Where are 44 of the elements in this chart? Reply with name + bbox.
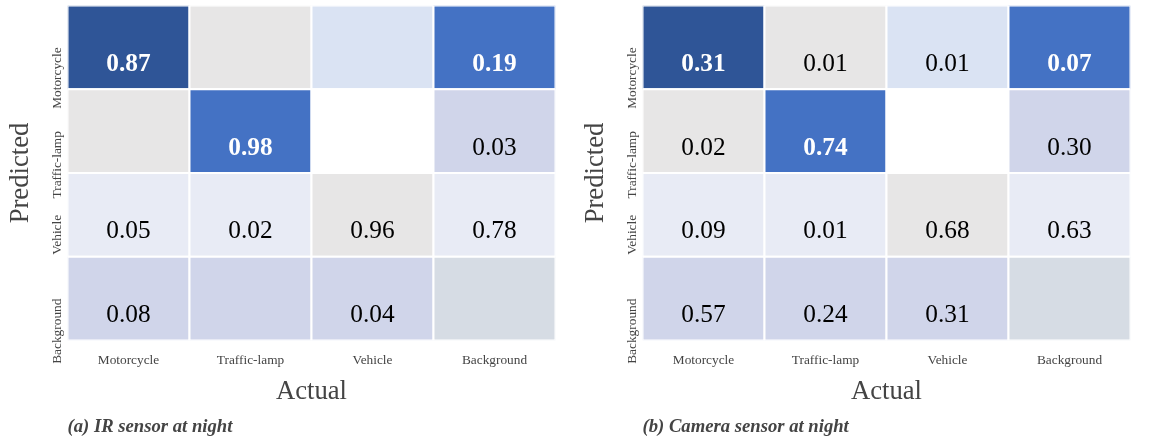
data-label: 0.05 bbox=[106, 215, 151, 244]
data-label: 0.74 bbox=[803, 131, 848, 160]
y-tick-label: Motorcycle bbox=[49, 47, 64, 109]
x-tick-label: Traffic-lamp bbox=[791, 351, 860, 367]
data-label: 0.31 bbox=[925, 299, 970, 328]
data-label: 0.03 bbox=[472, 131, 517, 160]
x-tick-label: Vehicle bbox=[352, 351, 393, 367]
x-tick-label: Background bbox=[461, 351, 528, 367]
x-tick-label: Traffic-lamp bbox=[216, 351, 285, 367]
data-label: 0.19 bbox=[472, 47, 517, 76]
data-label: 0.68 bbox=[925, 215, 970, 244]
x-tick-label: Background bbox=[1036, 351, 1103, 367]
data-label: 0.07 bbox=[1047, 47, 1092, 76]
data-label: 0.30 bbox=[1047, 131, 1092, 160]
y-tick-label: Traffic-lamp bbox=[49, 130, 64, 199]
data-label: 0.57 bbox=[681, 299, 726, 328]
data-label: 0.78 bbox=[472, 215, 517, 244]
y-tick-label: Vehicle bbox=[624, 214, 639, 255]
text: (b) Camera sensor at night bbox=[642, 414, 850, 437]
data-label: 0.87 bbox=[106, 47, 151, 76]
data-label: 0.02 bbox=[681, 131, 726, 160]
x-axis-title: Actual bbox=[850, 374, 923, 405]
x-tick-label: Vehicle bbox=[927, 351, 968, 367]
data-label: 0.01 bbox=[803, 215, 848, 244]
data-label: 0.98 bbox=[228, 131, 273, 160]
y-tick-label: Traffic-lamp bbox=[624, 130, 639, 199]
y-axis-title: Predicted bbox=[3, 122, 34, 224]
data-label: 0.96 bbox=[350, 215, 395, 244]
data-label: 0.24 bbox=[803, 299, 848, 328]
data-label: 0.31 bbox=[681, 47, 726, 76]
data-label: 0.04 bbox=[350, 299, 395, 328]
data-label: 0.01 bbox=[925, 47, 970, 76]
data-label: 0.01 bbox=[803, 47, 848, 76]
data-label: 0.09 bbox=[681, 215, 726, 244]
data-label: 0.63 bbox=[1047, 215, 1092, 244]
y-tick-label: Motorcycle bbox=[624, 47, 639, 109]
text: (a) IR sensor at night bbox=[67, 414, 234, 437]
y-tick-label: Vehicle bbox=[49, 214, 64, 255]
data-label: 0.02 bbox=[228, 215, 273, 244]
y-axis-title: Predicted bbox=[578, 122, 609, 224]
x-tick-label: Motorcycle bbox=[97, 351, 160, 367]
x-axis-title: Actual bbox=[275, 374, 348, 405]
x-tick-label: Motorcycle bbox=[672, 351, 735, 367]
data-label: 0.08 bbox=[106, 299, 151, 328]
